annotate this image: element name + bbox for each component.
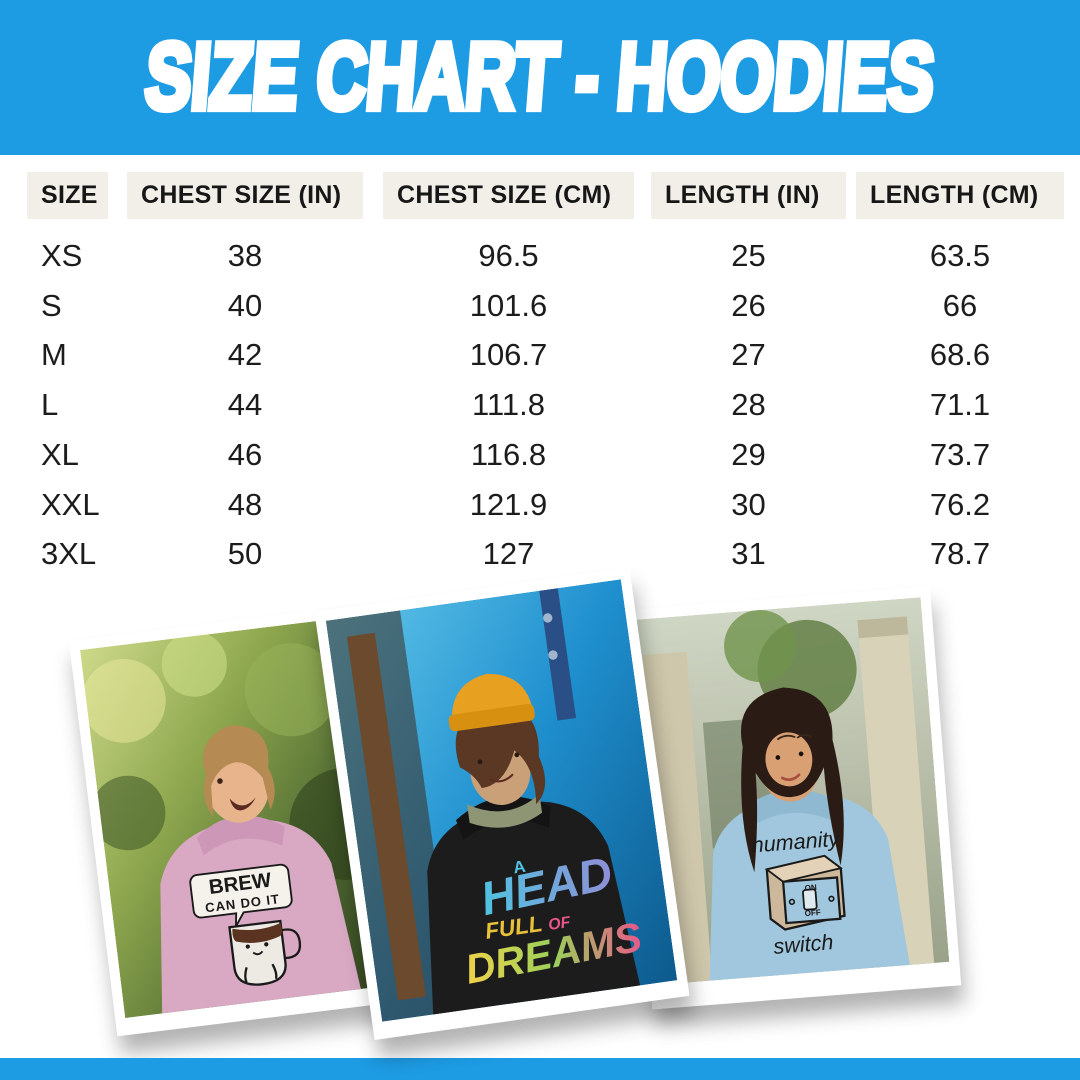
svg-text:switch: switch — [772, 929, 834, 959]
